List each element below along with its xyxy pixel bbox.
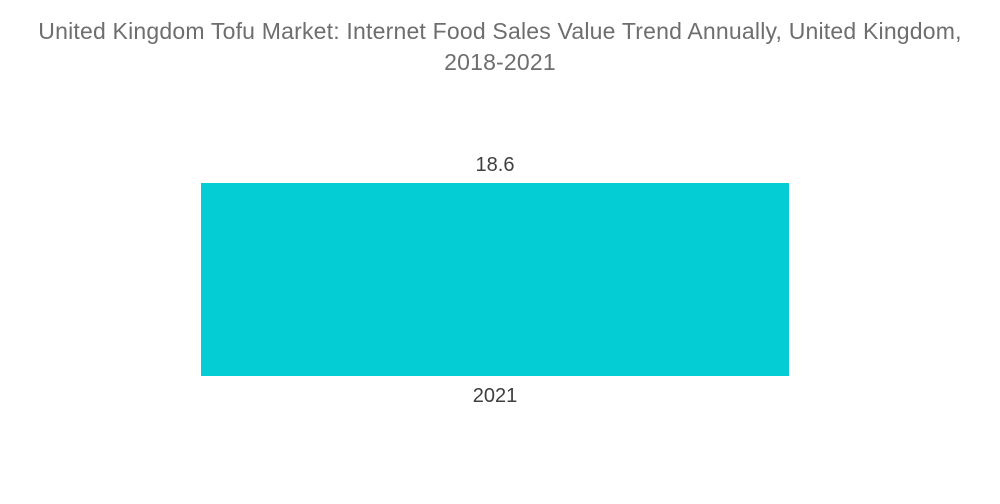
chart-title-line-2: 2018-2021 [444,49,556,75]
chart-title: United Kingdom Tofu Market: Internet Foo… [0,16,1000,78]
bar-value-label: 18.6 [475,154,515,176]
x-axis-label-2021: 2021 [472,385,518,407]
chart-title-line-1: United Kingdom Tofu Market: Internet Foo… [38,18,962,44]
bar-2021 [201,183,789,376]
